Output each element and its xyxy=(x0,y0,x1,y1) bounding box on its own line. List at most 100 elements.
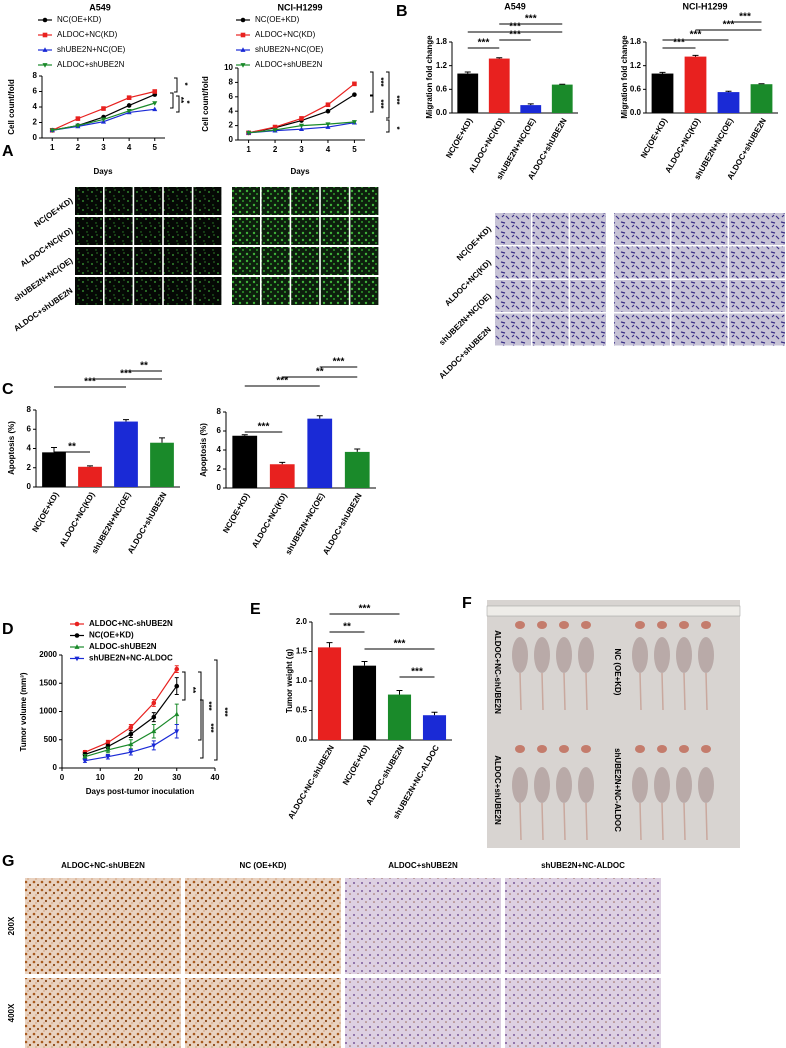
panel-label: F xyxy=(462,595,472,612)
error-bar xyxy=(692,54,699,57)
y-axis-label: Apoptosis (%) xyxy=(7,421,16,475)
panel-label: B xyxy=(396,3,408,20)
row-label: NC(OE+KD) xyxy=(33,196,75,229)
error-bar xyxy=(87,465,93,467)
mouse xyxy=(632,767,648,803)
legend-label: ALDOC+NC-shUBE2N xyxy=(89,619,173,628)
fluorescence-image xyxy=(350,187,379,215)
legend-marker xyxy=(240,17,246,23)
bar xyxy=(317,647,342,740)
transwell-image xyxy=(729,280,785,312)
significance-bracket xyxy=(198,671,202,741)
data-point xyxy=(75,123,81,129)
significance-label: *** xyxy=(478,38,490,49)
fluorescence-image xyxy=(320,217,349,245)
fluorescence-image xyxy=(350,217,379,245)
x-tick-label: NC(OE+KD) xyxy=(639,116,669,159)
row-label: 400X xyxy=(7,1003,16,1022)
legend-marker xyxy=(240,63,246,68)
legend-label: ALDOC+shUBE2N xyxy=(255,60,323,69)
transwell-image xyxy=(532,246,569,279)
y-tick-label: 0.0 xyxy=(296,735,308,744)
mouse-tail xyxy=(705,672,708,711)
panel-label: C xyxy=(2,381,14,398)
fluorescence-image xyxy=(261,247,290,275)
data-point xyxy=(299,116,304,121)
column-label: NC (OE+KD) xyxy=(240,861,287,870)
y-tick-label: 2 xyxy=(27,463,32,472)
y-tick-label: 1.8 xyxy=(630,37,642,46)
tumor xyxy=(559,745,569,753)
tumor xyxy=(635,621,645,629)
fluorescence-image xyxy=(134,187,163,215)
mouse-tail xyxy=(683,802,686,841)
error-bar xyxy=(396,689,403,695)
y-tick-label: 1.5 xyxy=(296,647,308,656)
mouse xyxy=(556,767,572,803)
x-tick-label: ALDOC+NC-shUBE2N xyxy=(286,743,336,820)
transwell-image xyxy=(532,213,569,245)
fluorescence-image xyxy=(193,217,222,245)
significance-label: *** xyxy=(394,639,406,650)
x-tick-label: 4 xyxy=(127,143,132,152)
y-axis-label: Cell count/fold xyxy=(201,76,210,132)
data-point xyxy=(325,108,331,114)
y-axis-label: Apoptosis (%) xyxy=(199,423,208,477)
mouse-tail xyxy=(563,802,566,841)
transwell-image xyxy=(614,280,670,312)
y-axis-label: Cell count/fold xyxy=(7,79,16,135)
y-tick-label: 1.8 xyxy=(436,37,448,46)
legend-marker xyxy=(240,32,246,38)
significance-bracket xyxy=(174,77,178,93)
mouse-tail xyxy=(585,672,588,711)
transwell-image xyxy=(532,313,569,346)
mouse-tail xyxy=(563,672,566,711)
tumor xyxy=(515,621,525,629)
error-bar xyxy=(496,57,503,59)
significance-label: ** xyxy=(68,442,76,453)
legend-marker xyxy=(74,633,80,638)
significance-label: ** xyxy=(140,361,148,372)
data-point xyxy=(100,117,107,123)
group-label: ALDOC+NC-shUBE2N xyxy=(493,630,502,714)
transwell-image xyxy=(671,213,728,245)
x-tick-label: 0 xyxy=(60,773,65,782)
y-tick-label: 500 xyxy=(44,735,58,744)
chart-title: A549 xyxy=(504,1,526,11)
y-tick-label: 8 xyxy=(229,78,234,87)
bar xyxy=(717,92,740,113)
transwell-image xyxy=(570,313,606,346)
tumor xyxy=(657,621,667,629)
x-tick-label: 40 xyxy=(211,773,220,782)
tumor xyxy=(559,621,569,629)
significance-label: * xyxy=(180,82,189,86)
y-tick-label: 8 xyxy=(33,71,38,80)
data-point xyxy=(174,711,180,717)
fluorescence-image xyxy=(291,277,320,305)
mouse xyxy=(654,767,670,803)
data-point xyxy=(151,728,157,734)
bar xyxy=(344,451,370,488)
mouse-tail xyxy=(541,672,544,711)
significance-label: *** xyxy=(509,30,521,41)
data-point xyxy=(82,758,88,764)
fluorescence-image xyxy=(232,217,260,245)
transwell-image xyxy=(614,213,670,245)
significance-bracket xyxy=(370,71,374,97)
mouse xyxy=(654,637,670,673)
error-bar xyxy=(527,103,534,106)
data-point xyxy=(174,683,180,689)
fluorescence-image xyxy=(75,247,103,275)
y-axis-label: Tumor weight (g) xyxy=(285,649,294,714)
error-bar xyxy=(354,448,361,452)
y-tick-label: 2000 xyxy=(39,650,57,659)
fluorescence-image xyxy=(75,187,103,215)
fluorescence-image xyxy=(320,247,349,275)
fluorescence-image xyxy=(350,277,379,305)
x-axis-label: Days post-tumor inoculation xyxy=(86,787,195,796)
y-tick-label: 1500 xyxy=(39,678,57,687)
y-tick-label: 2.0 xyxy=(296,617,308,626)
x-axis-label: Days xyxy=(93,167,113,176)
legend-marker xyxy=(42,63,48,68)
data-point xyxy=(174,666,180,672)
